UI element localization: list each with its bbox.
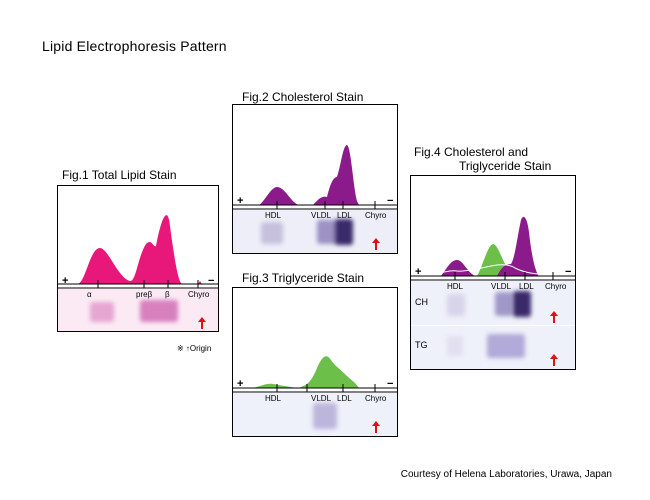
- fig3-origin-arrow: [372, 421, 380, 433]
- fig1-band-beta: [140, 300, 178, 322]
- fig1-label-beta: β: [165, 290, 170, 299]
- fig4-tg-band-vldl: [487, 334, 525, 358]
- credit-line: Courtesy of Helena Laboratories, Urawa, …: [400, 469, 612, 480]
- fig1-origin-arrow: [198, 317, 206, 329]
- fig1-label-chyro: Chyro: [188, 290, 210, 299]
- fig4-gel-tg: TG: [411, 325, 575, 369]
- fig4-ch-origin-arrow: [550, 311, 558, 323]
- fig3-label-chyro: Chyro: [365, 394, 387, 403]
- fig4-ch-band-hdl: [447, 294, 465, 316]
- fig3-caption: Fig.3 Triglyceride Stain: [242, 271, 365, 285]
- fig1-label-alpha: α: [87, 290, 92, 299]
- fig2-label-ldl: LDL: [337, 211, 352, 220]
- fig4-panel: + − HDL VLDL LDL Chyro CH TG: [410, 175, 576, 370]
- fig4-caption-line2: Triglyceride Stain: [459, 159, 552, 173]
- fig3-curve: [235, 356, 395, 388]
- fig1-gel: α preβ β Chyro: [58, 289, 218, 331]
- fig3-label-vldl: VLDL: [311, 394, 332, 403]
- fig2-panel: + − HDL VLDL LDL Chyro: [232, 104, 398, 254]
- fig4-densitogram: [411, 216, 575, 281]
- fig1-densitogram: [58, 215, 218, 289]
- fig4-ch-band-vldl: [495, 292, 513, 316]
- fig2-label-chyro: Chyro: [365, 211, 387, 220]
- fig2-band-ldl: [335, 219, 353, 245]
- fig3-band-vldl: [313, 403, 337, 429]
- fig1-curve: [60, 215, 216, 284]
- fig1-caption: Fig.1 Total Lipid Stain: [62, 168, 177, 182]
- fig4-ch-band-ldl: [513, 291, 531, 317]
- fig2-plus-sign: +: [237, 195, 244, 207]
- fig4-minus-sign: −: [565, 266, 572, 278]
- fig3-minus-sign: −: [387, 378, 394, 390]
- fig2-minus-sign: −: [387, 195, 394, 207]
- fig4-row-label-tg: TG: [415, 340, 428, 350]
- fig4-plus-sign: +: [415, 266, 422, 278]
- fig4-row-label-ch: CH: [415, 297, 428, 307]
- fig4-label-ldl: LDL: [519, 282, 534, 291]
- fig3-densitogram: [233, 356, 397, 393]
- fig4-label-hdl: HDL: [447, 282, 464, 291]
- fig2-label-vldl: VLDL: [311, 211, 332, 220]
- fig1-minus-sign: −: [208, 275, 215, 287]
- fig4-label-chyro: Chyro: [545, 282, 567, 291]
- fig4-gel-ch: HDL VLDL LDL Chyro CH: [411, 281, 575, 325]
- fig4-caption-line1: Fig.4 Cholesterol and: [414, 145, 529, 159]
- fig3-plus-sign: +: [237, 378, 244, 390]
- origin-note: ※ ↑Origin: [177, 344, 212, 353]
- fig4-tg-origin-arrow: [550, 354, 558, 366]
- fig3-gel: HDL VLDL LDL Chyro: [233, 393, 397, 436]
- fig2-densitogram: [233, 145, 397, 210]
- fig3-label-ldl: LDL: [337, 394, 352, 403]
- fig2-gel: HDL VLDL LDL Chyro: [233, 210, 397, 253]
- fig2-curve: [235, 145, 395, 205]
- fig4-label-vldl: VLDL: [491, 282, 512, 291]
- fig4-tg-line: [434, 264, 552, 276]
- fig1-label-prebeta: preβ: [136, 290, 153, 299]
- fig2-label-hdl: HDL: [265, 211, 282, 220]
- page-title: Lipid Electrophoresis Pattern: [42, 38, 227, 54]
- fig2-band-vldl: [317, 220, 337, 244]
- fig4-tg-band-hdl: [447, 336, 463, 356]
- fig1-panel: + − α preβ β Chyro: [57, 185, 219, 332]
- fig2-band-hdl: [261, 222, 283, 244]
- fig4-curve-ch-ldl: [497, 216, 539, 276]
- fig1-plus-sign: +: [62, 275, 69, 287]
- fig4-curve-ch-hdl: [413, 260, 573, 276]
- fig3-panel: + − HDL VLDL LDL Chyro: [232, 287, 398, 437]
- fig2-caption: Fig.2 Cholesterol Stain: [242, 90, 364, 104]
- fig1-band-alpha: [90, 302, 114, 322]
- fig3-label-hdl: HDL: [265, 394, 282, 403]
- fig2-origin-arrow: [372, 238, 380, 250]
